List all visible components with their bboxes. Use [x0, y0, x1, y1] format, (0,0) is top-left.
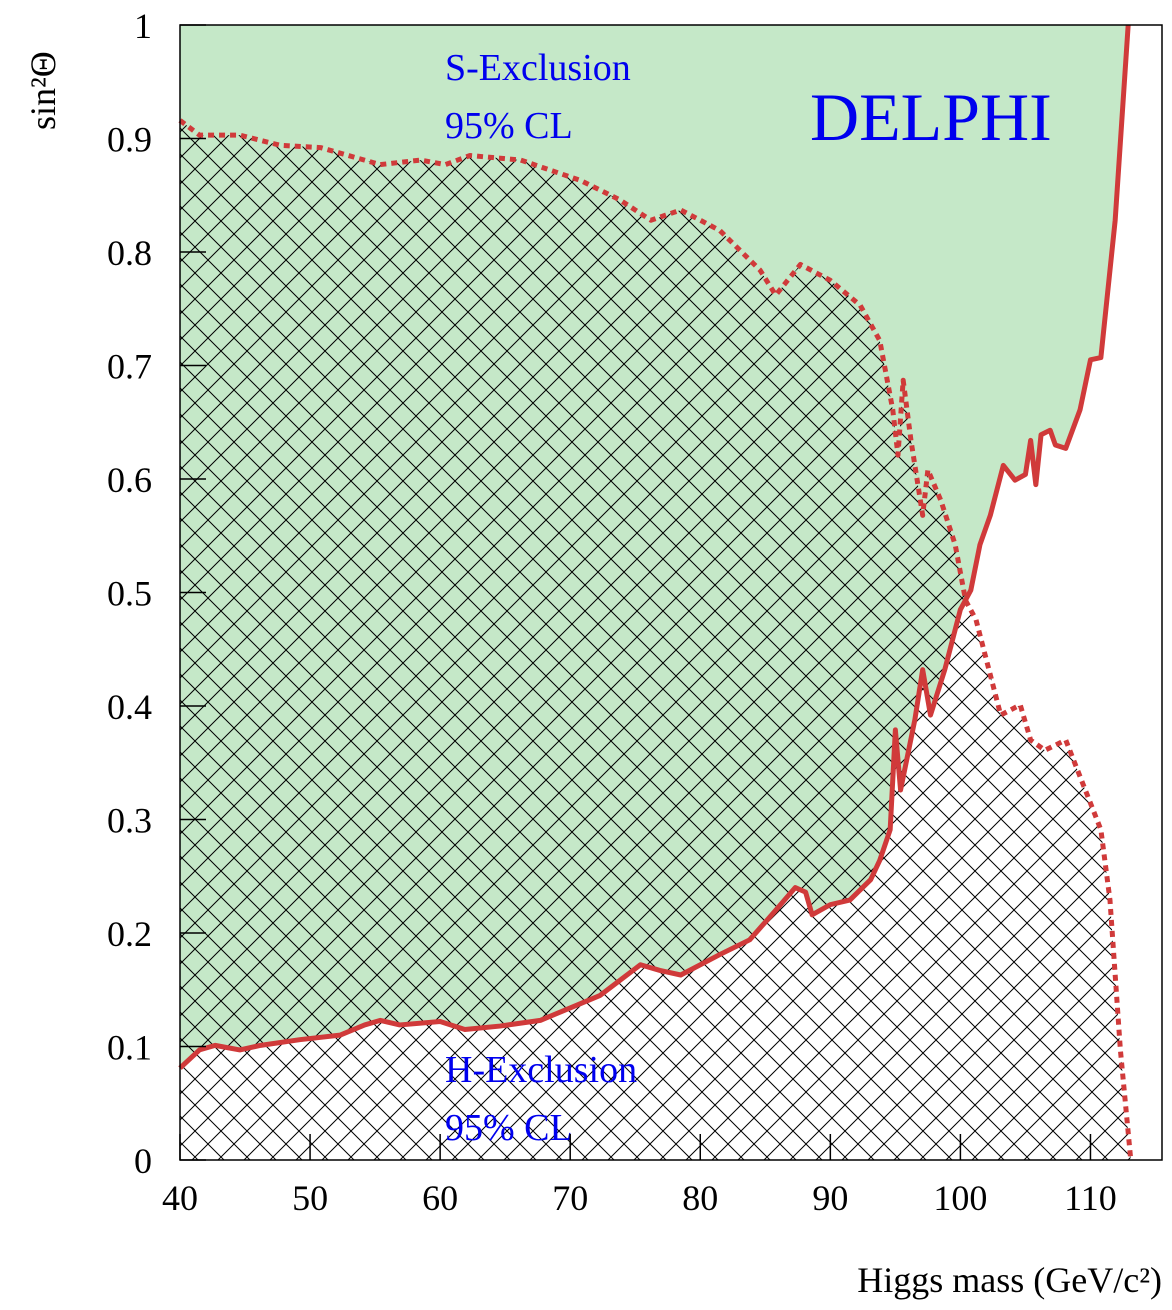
x-tick-label: 80 [682, 1178, 718, 1218]
annotation: S-Exclusion [445, 47, 631, 89]
y-tick-label: 0 [134, 1141, 152, 1181]
y-tick-label: 0.7 [107, 347, 152, 387]
x-axis-label: Higgs mass (GeV/c²) [857, 1260, 1162, 1300]
y-tick-label: 0.2 [107, 914, 152, 954]
x-tick-label: 90 [812, 1178, 848, 1218]
x-tick-label: 100 [933, 1178, 987, 1218]
y-tick-label: 0.9 [107, 120, 152, 160]
x-tick-label: 70 [552, 1178, 588, 1218]
y-tick-label: 1 [134, 6, 152, 46]
annotation: H-Exclusion [445, 1049, 637, 1091]
y-tick-label: 0.3 [107, 801, 152, 841]
hatched-area [180, 120, 1131, 1161]
y-tick-label: 0.5 [107, 574, 152, 614]
y-tick-label: 0.1 [107, 1028, 152, 1068]
y-tick-label: 0.4 [107, 687, 152, 727]
y-tick-label: 0.8 [107, 233, 152, 273]
annotation: DELPHI [810, 79, 1052, 155]
x-tick-label: 40 [162, 1178, 198, 1218]
x-tick-label: 110 [1064, 1178, 1117, 1218]
annotation: 95% CL [445, 1107, 573, 1149]
x-tick-label: 60 [422, 1178, 458, 1218]
y-tick-label: 0.6 [107, 460, 152, 500]
boundary-line [178, 24, 1131, 1070]
y-axis-label: sin²Θ [23, 51, 63, 130]
x-tick-label: 50 [292, 1178, 328, 1218]
annotation: 95% CL [445, 105, 573, 147]
